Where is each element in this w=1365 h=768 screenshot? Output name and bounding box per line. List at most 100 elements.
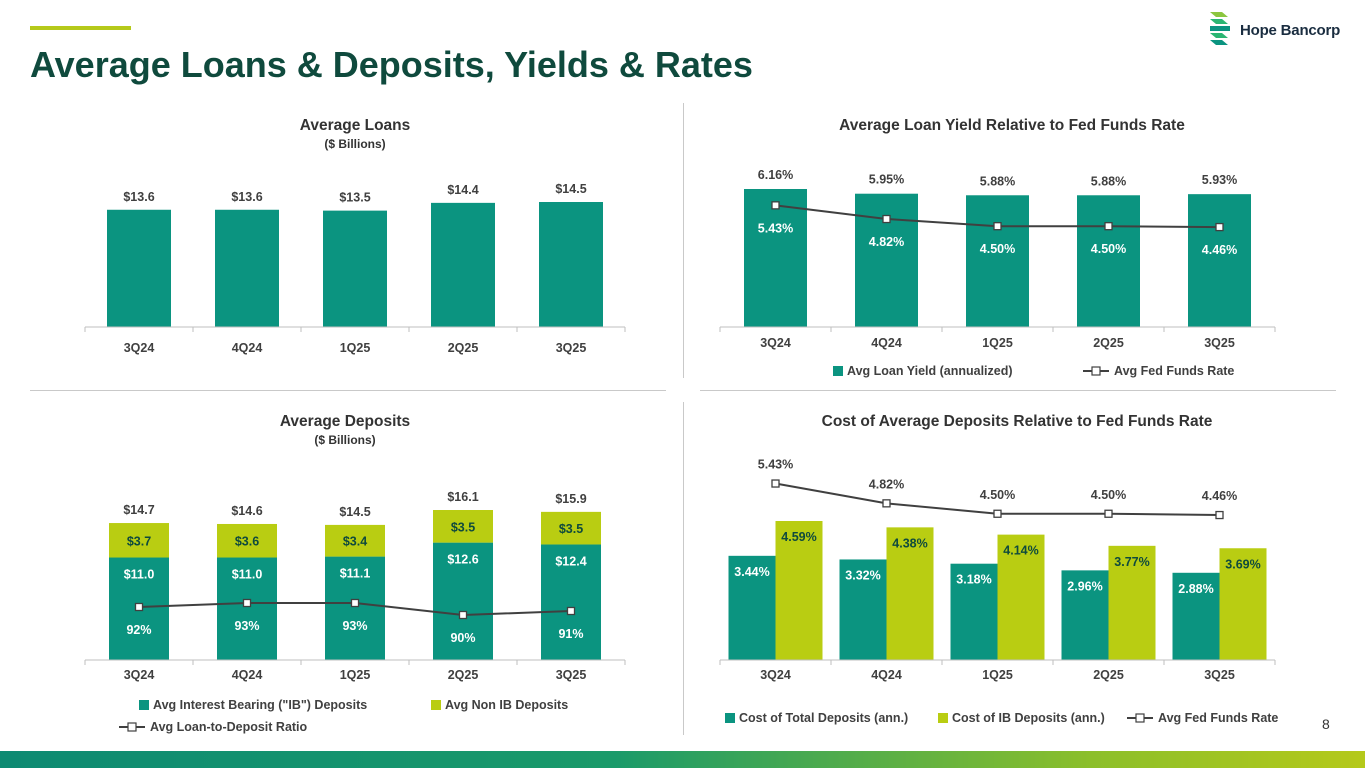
footer-gradient-bar bbox=[0, 751, 1365, 768]
deposit-cost-total-label: 3.18% bbox=[956, 573, 991, 587]
horizontal-divider-left bbox=[30, 390, 666, 391]
avg-deposits-legend-ratio-label: Avg Loan-to-Deposit Ratio bbox=[150, 720, 308, 734]
avg-loans-x-label: 4Q24 bbox=[232, 341, 263, 355]
avg-deposits-non-ib-label: $3.7 bbox=[127, 534, 151, 548]
deposit-cost-ib-bar bbox=[1219, 548, 1267, 660]
loan-yield-legend-bar-label: Avg Loan Yield (annualized) bbox=[847, 364, 1013, 378]
charts-canvas: Average Loans ($ Billions) $13.6 3Q24 $13.6 4… bbox=[84, 117, 1278, 734]
avg-loans-data-label: $13.6 bbox=[231, 190, 262, 204]
avg-deposits-ratio-label: 90% bbox=[450, 631, 475, 645]
loan-yield-x-label: 4Q24 bbox=[871, 336, 902, 350]
deposit-cost-fed-funds-label: 4.50% bbox=[1091, 488, 1126, 502]
avg-deposits-x-label: 2Q25 bbox=[448, 668, 479, 682]
avg-deposits-ib-bar bbox=[433, 542, 493, 660]
loan-yield-bar bbox=[1188, 194, 1251, 327]
loan-yield-fed-funds-point bbox=[882, 214, 891, 224]
deposit-cost-fed-funds-point bbox=[882, 499, 891, 508]
page-number: 8 bbox=[1322, 716, 1330, 732]
avg-deposits-ratio-label: 91% bbox=[558, 627, 583, 641]
loan-yield-fed-funds-point bbox=[1215, 222, 1224, 232]
deposit-cost-x-label: 4Q24 bbox=[871, 668, 902, 682]
avg-loans-data-label: $14.4 bbox=[447, 183, 478, 197]
vertical-divider-bottom bbox=[683, 402, 684, 735]
deposit-cost-total-bar bbox=[839, 559, 887, 660]
loan-yield-legend-line-label: Avg Fed Funds Rate bbox=[1114, 364, 1234, 378]
avg-deposits-non-ib-label: $3.6 bbox=[235, 535, 259, 549]
avg-deposits-legend-non-ib-label: Avg Non IB Deposits bbox=[445, 698, 568, 712]
avg-deposits-ib-bar bbox=[541, 544, 601, 660]
loan-yield-bar bbox=[855, 193, 918, 327]
deposit-cost-fed-funds-label: 5.43% bbox=[758, 458, 793, 472]
avg-deposits-ratio-label: 92% bbox=[126, 623, 151, 637]
avg-deposits-ib-bar bbox=[325, 556, 385, 660]
loan-yield-fed-funds-point bbox=[771, 201, 780, 210]
deposit-cost-title: Cost of Average Deposits Relative to Fed… bbox=[822, 413, 1213, 430]
avg-deposits-subtitle: ($ Billions) bbox=[314, 433, 375, 447]
avg-deposits-non-ib-bar bbox=[325, 524, 385, 557]
deposit-cost-legend-fed-label: Avg Fed Funds Rate bbox=[1158, 711, 1278, 725]
deposit-cost-ib-bar bbox=[886, 527, 934, 660]
deposit-cost-x-label: 3Q24 bbox=[760, 668, 791, 682]
deposit-cost-legend-fed-marker bbox=[1135, 713, 1145, 723]
avg-deposits-non-ib-label: $3.5 bbox=[559, 522, 583, 536]
avg-deposits-non-ib-label: $3.4 bbox=[343, 535, 367, 549]
loan-yield-bar-label: 6.16% bbox=[758, 168, 793, 182]
loan-yield-fed-funds-label: 4.50% bbox=[980, 242, 1015, 256]
loan-yield-bar-label: 5.95% bbox=[869, 173, 904, 187]
loan-yield-legend-line-marker bbox=[1091, 366, 1101, 376]
deposit-cost-ib-label: 4.14% bbox=[1003, 544, 1038, 558]
avg-deposits-ratio-point bbox=[134, 602, 144, 612]
avg-loans-data-label: $13.5 bbox=[339, 191, 370, 205]
avg-loans-bar bbox=[539, 202, 603, 327]
deposit-cost-ib-label: 4.59% bbox=[781, 530, 816, 544]
avg-deposits-legend-non-ib-swatch bbox=[431, 700, 441, 710]
loan-yield-bar bbox=[744, 189, 807, 327]
avg-deposits-non-ib-bar bbox=[433, 510, 493, 543]
deposit-cost-ib-label: 4.38% bbox=[892, 536, 927, 550]
loan-yield-x-label: 3Q24 bbox=[760, 336, 791, 350]
deposit-cost-fed-funds-label: 4.82% bbox=[869, 477, 904, 491]
deposit-cost-ib-bar bbox=[1108, 545, 1156, 660]
deposit-cost-total-label: 3.44% bbox=[734, 565, 769, 579]
loan-yield-fed-funds-label: 4.82% bbox=[869, 235, 904, 249]
avg-loans-x-label: 1Q25 bbox=[340, 341, 371, 355]
deposit-cost-fed-funds-point bbox=[1215, 510, 1224, 520]
deposit-cost-fed-funds-point bbox=[993, 509, 1002, 518]
deposit-cost-total-label: 3.32% bbox=[845, 568, 880, 582]
avg-deposits-non-ib-bar bbox=[541, 511, 601, 545]
avg-deposits-legend-ratio-marker bbox=[127, 722, 137, 732]
deposit-cost-total-bar bbox=[1061, 570, 1109, 660]
avg-deposits-ib-bar bbox=[217, 557, 277, 660]
deposit-cost-ib-label: 3.69% bbox=[1225, 557, 1260, 571]
deposit-cost-fed-funds-point bbox=[1104, 509, 1113, 518]
avg-deposits-ratio-point bbox=[242, 598, 252, 608]
loan-yield-bar-label: 5.93% bbox=[1202, 173, 1237, 187]
deposit-cost-total-label: 2.88% bbox=[1178, 582, 1213, 596]
loan-yield-fed-funds-label: 4.50% bbox=[1091, 242, 1126, 256]
deposit-cost-total-bar bbox=[728, 555, 776, 660]
avg-loans-x-label: 3Q25 bbox=[556, 341, 587, 355]
deposit-cost-ib-bar bbox=[997, 534, 1045, 660]
avg-deposits-ratio-label: 93% bbox=[342, 619, 367, 633]
avg-loans-bar bbox=[215, 209, 279, 327]
loan-yield-fed-funds-point bbox=[993, 222, 1002, 231]
avg-deposits-non-ib-label: $3.5 bbox=[451, 520, 475, 534]
deposit-cost-legend-ib-label: Cost of IB Deposits (ann.) bbox=[952, 711, 1105, 725]
loan-yield-fed-funds-label: 5.43% bbox=[758, 221, 793, 235]
avg-loans-title: Average Loans bbox=[300, 117, 411, 134]
deposit-cost-fed-funds-point bbox=[771, 479, 780, 488]
avg-deposits-legend-ib-swatch bbox=[139, 700, 149, 710]
avg-loans-x-label: 3Q24 bbox=[124, 341, 155, 355]
avg-deposits-x-label: 3Q25 bbox=[556, 668, 587, 682]
avg-loans-data-label: $14.5 bbox=[555, 182, 586, 196]
logo-text: Hope Bancorp bbox=[1240, 22, 1341, 39]
avg-deposits-ib-label: $12.4 bbox=[555, 554, 586, 568]
loan-yield-x-label: 3Q25 bbox=[1204, 336, 1235, 350]
deposit-cost-x-label: 1Q25 bbox=[982, 668, 1013, 682]
avg-deposits-non-ib-bar bbox=[109, 523, 169, 558]
deposit-cost-x-label: 3Q25 bbox=[1204, 668, 1235, 682]
deposit-cost-legend-total-label: Cost of Total Deposits (ann.) bbox=[739, 711, 908, 725]
avg-deposits-ratio-point bbox=[350, 598, 360, 608]
avg-deposits-total-label: $14.7 bbox=[123, 503, 154, 517]
avg-deposits-total-label: $16.1 bbox=[447, 490, 478, 504]
